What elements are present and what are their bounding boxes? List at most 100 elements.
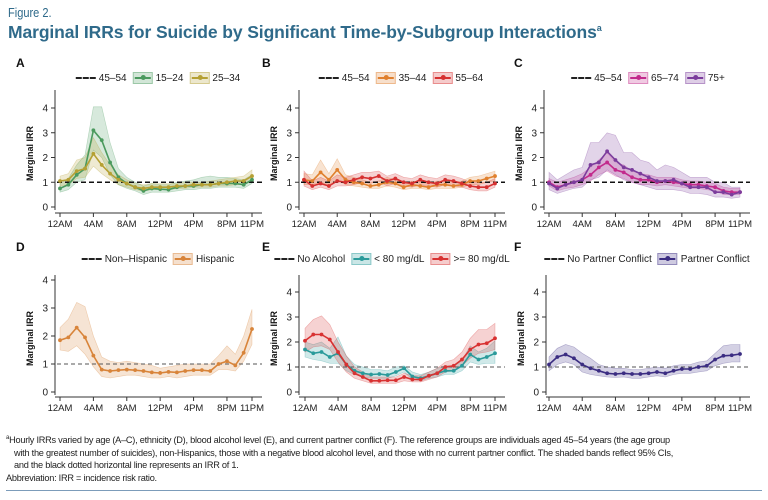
- x-tick-label: 11PM: [728, 219, 752, 230]
- data-point: [66, 177, 71, 182]
- data-point: [484, 185, 489, 190]
- legend-label: 15–24: [155, 72, 184, 84]
- data-point: [216, 362, 221, 366]
- data-point: [563, 352, 568, 357]
- y-tick-label: 1: [286, 363, 292, 374]
- x-tick-label: 12PM: [391, 219, 416, 230]
- x-tick-label: 8PM: [460, 403, 480, 414]
- data-point: [360, 375, 365, 379]
- y-tick-label: 4: [42, 104, 48, 115]
- legend-item-reference: No Partner Conflict: [544, 253, 652, 265]
- data-point: [74, 169, 79, 174]
- data-point: [410, 181, 414, 186]
- data-point: [713, 190, 717, 195]
- data-point: [91, 128, 96, 133]
- data-point: [335, 179, 340, 183]
- data-point: [74, 172, 79, 177]
- legend-b: 45–54 35–44 55–64: [318, 72, 484, 84]
- data-point: [580, 177, 585, 182]
- y-tick-label: 0: [533, 388, 539, 399]
- data-point: [360, 371, 365, 376]
- data-point: [310, 184, 315, 188]
- data-point: [410, 377, 415, 382]
- data-point: [613, 158, 618, 162]
- data-point: [596, 165, 601, 170]
- data-point: [555, 355, 560, 359]
- x-tick-label: 8PM: [217, 403, 237, 414]
- y-tick-label: 0: [531, 203, 537, 214]
- data-point: [679, 181, 684, 186]
- figure-label: Figure 2.: [8, 5, 52, 20]
- data-point: [621, 170, 626, 175]
- legend-label: 55–64: [455, 72, 484, 84]
- data-point: [434, 181, 439, 186]
- data-point: [376, 182, 381, 187]
- data-point: [704, 363, 709, 368]
- data-point: [250, 174, 254, 178]
- x-tick-label: 11PM: [728, 403, 752, 414]
- data-point: [133, 185, 138, 190]
- data-point: [241, 179, 246, 183]
- data-point: [319, 332, 324, 337]
- data-point: [174, 370, 179, 375]
- legend-d: Non–Hispanic Hispanic: [81, 253, 235, 265]
- data-point: [588, 172, 593, 177]
- data-point: [451, 184, 456, 188]
- data-point: [124, 181, 129, 186]
- data-point: [335, 167, 340, 172]
- data-point: [613, 372, 618, 376]
- data-point: [91, 151, 96, 156]
- data-point: [621, 371, 626, 376]
- data-point: [630, 175, 634, 180]
- ci-band-1: [548, 132, 741, 199]
- x-tick-label: 12PM: [636, 403, 661, 414]
- legend-label: Hispanic: [195, 253, 235, 265]
- series-swatch-icon: [375, 72, 396, 84]
- data-point: [580, 362, 585, 367]
- abbreviation: Abbreviation: IRR = incidence risk ratio…: [6, 472, 157, 483]
- x-tick-label: 8PM: [705, 219, 725, 230]
- legend-item: 25–34: [189, 72, 240, 84]
- data-point: [459, 181, 464, 186]
- data-point: [310, 179, 315, 183]
- ci-band-0: [59, 301, 253, 379]
- data-point: [360, 181, 365, 186]
- dashed-line-icon: [75, 77, 96, 79]
- data-point: [327, 337, 332, 342]
- panel-e: E 0 1 2 3 4 12AM 4AM 8AM 12PM 4PM 8PM 11PM Marginal I…: [262, 240, 507, 414]
- data-point: [183, 184, 188, 188]
- data-point: [451, 363, 456, 368]
- data-point: [418, 377, 423, 382]
- x-tick-label: 12AM: [537, 403, 562, 414]
- data-point: [233, 179, 238, 183]
- y-tick-label: 0: [42, 388, 48, 399]
- data-point: [108, 369, 112, 373]
- legend-item-reference: 45–54: [571, 73, 622, 84]
- data-point: [376, 174, 381, 178]
- data-point: [547, 181, 551, 186]
- data-point: [311, 351, 316, 356]
- data-point: [679, 367, 684, 371]
- legend-label: No Partner Conflict: [567, 253, 652, 265]
- panel-letter: E: [262, 240, 270, 254]
- x-tick-label: 4AM: [572, 403, 592, 414]
- dashed-line-icon: [81, 258, 102, 260]
- data-point: [460, 357, 464, 362]
- data-point: [91, 353, 96, 358]
- x-tick-label: 12AM: [537, 219, 562, 230]
- legend-item: Hispanic: [172, 253, 235, 265]
- data-point: [696, 185, 701, 190]
- data-point: [646, 175, 651, 180]
- data-point: [410, 374, 415, 379]
- y-tick-label: 4: [42, 276, 48, 287]
- x-tick-label: 4PM: [184, 219, 204, 230]
- y-tick-label: 3: [42, 304, 48, 315]
- panel-f: F 0 1 2 3 4 12AM 4AM 8AM 12PM 4PM 8PM 11PM Marginal I…: [514, 240, 752, 414]
- legend-label: 45–54: [594, 72, 623, 84]
- series-swatch-icon: [628, 72, 649, 84]
- data-point: [401, 180, 406, 185]
- data-point: [225, 180, 229, 185]
- series-swatch-icon: [351, 253, 372, 265]
- data-point: [166, 185, 171, 190]
